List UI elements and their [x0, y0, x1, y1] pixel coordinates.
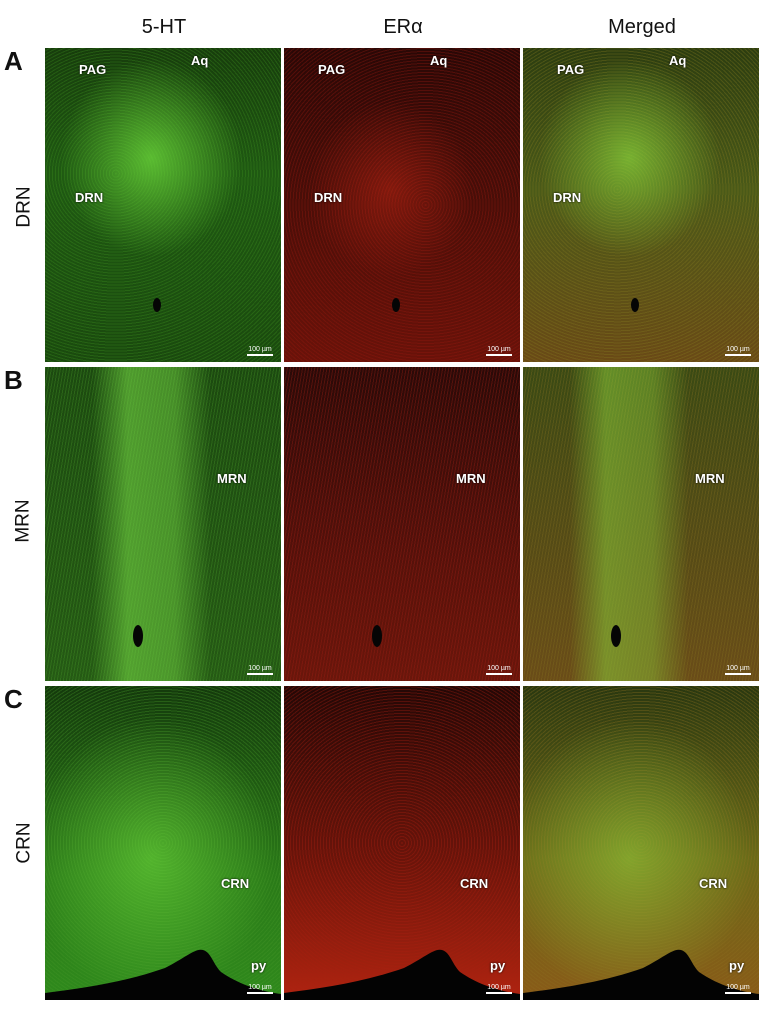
label-drn: DRN — [553, 190, 582, 205]
label-crn: CRN — [221, 876, 250, 891]
row-letter-a: A — [4, 46, 23, 76]
row-label-drn: DRN — [13, 186, 35, 228]
label-aq: Aq — [430, 53, 448, 68]
label-mrn: MRN — [456, 471, 486, 486]
panel-drn-era: PAG Aq DRN 100 µm — [284, 48, 520, 362]
row-letter-b: B — [4, 365, 23, 395]
panel-drn-5ht: PAG Aq DRN 100 µm — [45, 48, 281, 362]
label-mrn: MRN — [695, 471, 725, 486]
scale-bar: 100 µm — [247, 984, 273, 994]
vessel-spot — [611, 625, 621, 647]
row-label-mrn: MRN — [12, 499, 34, 543]
label-py: py — [729, 958, 745, 973]
panel-mrn-5ht: MRN 100 µm — [45, 367, 281, 681]
panel-crn-era: CRN py 100 µm — [284, 686, 520, 1000]
row-label-crn: CRN — [13, 822, 35, 864]
label-mrn: MRN — [217, 471, 247, 486]
scale-bar: 100 µm — [247, 665, 273, 675]
vessel-spot — [372, 625, 382, 647]
label-py: py — [490, 958, 506, 973]
vessel-spot — [631, 298, 639, 312]
panel-drn-merged: PAG Aq DRN 100 µm — [523, 48, 759, 362]
panel-crn-merged: CRN py 100 µm — [523, 686, 759, 1000]
scale-bar: 100 µm — [725, 346, 751, 356]
column-header-merged: Merged — [608, 16, 676, 38]
panel-mrn-merged: MRN 100 µm — [523, 367, 759, 681]
scale-bar: 100 µm — [725, 665, 751, 675]
pyramidal-tract-dark-region — [45, 949, 281, 1000]
column-header-5ht: 5-HT — [141, 16, 187, 38]
scale-bar: 100 µm — [486, 984, 512, 994]
panel-mrn-era: MRN 100 µm — [284, 367, 520, 681]
column-header-era: ERα — [383, 16, 423, 38]
scale-bar: 100 µm — [247, 346, 273, 356]
label-aq: Aq — [669, 53, 687, 68]
pyramidal-tract-dark-region — [523, 949, 759, 1000]
label-drn: DRN — [75, 190, 104, 205]
vessel-spot — [392, 298, 400, 312]
pyramidal-tract-dark-region — [284, 949, 520, 1000]
label-crn: CRN — [460, 876, 489, 891]
scale-bar: 100 µm — [486, 665, 512, 675]
label-drn: DRN — [314, 190, 343, 205]
label-pag: PAG — [79, 62, 107, 77]
label-crn: CRN — [699, 876, 728, 891]
vessel-spot — [153, 298, 161, 312]
vessel-spot — [133, 625, 143, 647]
scale-bar: 100 µm — [725, 984, 751, 994]
row-letter-c: C — [4, 684, 23, 714]
label-pag: PAG — [557, 62, 585, 77]
label-pag: PAG — [318, 62, 346, 77]
scale-bar: 100 µm — [486, 346, 512, 356]
label-aq: Aq — [191, 53, 209, 68]
label-py: py — [251, 958, 267, 973]
panel-crn-5ht: CRN py 100 µm — [45, 686, 281, 1000]
